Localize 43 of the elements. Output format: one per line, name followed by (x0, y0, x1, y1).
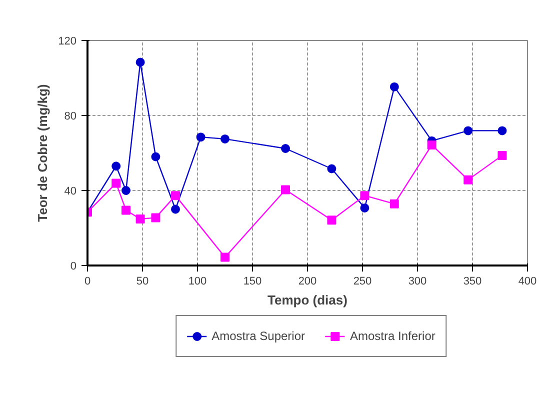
point (220, 252, 230, 262)
point (281, 185, 290, 194)
point (464, 126, 473, 136)
x-axis-title: Tempo (dias) (268, 292, 348, 308)
legend-label: Amostra Superior (212, 329, 306, 343)
point (360, 203, 370, 212)
point (390, 82, 399, 92)
x-tick-label: 350 (463, 276, 482, 288)
point (136, 214, 145, 224)
x-tick-label: 0 (84, 276, 91, 288)
point (220, 134, 230, 144)
x-tick-label: 150 (243, 276, 262, 288)
y-tick-label: 0 (70, 260, 77, 272)
y-tick-label: 120 (58, 36, 77, 48)
point (112, 162, 121, 171)
point (136, 58, 145, 67)
point (151, 152, 160, 162)
point (327, 216, 336, 225)
x-tick-label: 300 (408, 276, 427, 288)
x-tick-label: 250 (353, 276, 372, 288)
point (327, 164, 336, 174)
point (122, 206, 130, 215)
x-tick-label: 400 (518, 276, 537, 288)
point (498, 126, 507, 136)
point (122, 186, 130, 195)
point (427, 140, 436, 150)
point (196, 132, 206, 142)
point (498, 150, 507, 160)
x-tick-label: 100 (188, 276, 207, 288)
x-tick-label: 50 (136, 276, 149, 288)
legend-label: Amostra Inferior (350, 329, 436, 343)
y-tick-label: 40 (64, 186, 77, 198)
y-tick-label: 80 (64, 110, 77, 122)
point (112, 178, 121, 188)
x-tick-label: 200 (298, 276, 317, 288)
point (281, 144, 290, 153)
point (151, 213, 160, 222)
point (464, 175, 473, 184)
point (360, 191, 370, 200)
point (390, 199, 399, 208)
point (171, 191, 180, 200)
point (171, 204, 180, 214)
y-axis-title: Teor de Cobre (mg/kg) (35, 84, 50, 222)
